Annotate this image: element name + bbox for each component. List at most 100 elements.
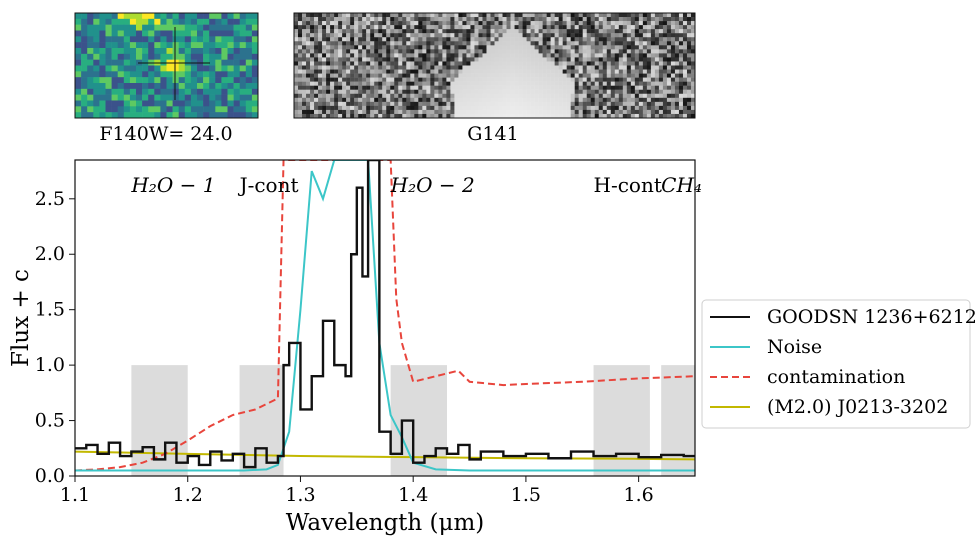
spectrum2d-pixel [450, 89, 455, 94]
spectrum2d-pixel [362, 109, 367, 115]
spectrum2d-pixel [674, 61, 680, 66]
spectrum2d-pixel [478, 85, 483, 90]
spectrum2d-pixel [350, 49, 355, 54]
spectrum2d-pixel [570, 77, 575, 82]
spectrum2d-pixel [654, 61, 660, 66]
spectrum2d-pixel [506, 101, 511, 107]
spectrum2d-pixel [618, 41, 624, 46]
spectrum2d-pixel [346, 85, 351, 90]
spectrum2d-pixel [522, 65, 527, 70]
thumbnail-pixel [209, 71, 216, 78]
spectrum2d-pixel [622, 33, 628, 38]
spectrum2d-pixel [470, 13, 475, 18]
spectrum2d-pixel [298, 101, 303, 107]
spectrum2d-pixel [682, 65, 688, 70]
spectrum2d-pixel [538, 109, 543, 115]
spectrum2d-pixel [334, 93, 339, 99]
spectrum2d-pixel [506, 29, 511, 34]
spectrum2d-pixel [534, 65, 539, 70]
spectrum2d-pixel [558, 81, 563, 86]
spectrum2d-pixel [430, 41, 435, 46]
spectrum2d-pixel [302, 81, 307, 86]
thumbnail-pixel [117, 53, 125, 60]
spectrum2d-pixel [526, 21, 531, 26]
spectrum2d-pixel [598, 109, 603, 115]
spectrum2d-pixel [570, 101, 575, 107]
spectrum2d-pixel [482, 17, 487, 22]
spectrum2d-pixel [458, 37, 463, 42]
band-label: CH₄ [661, 173, 702, 197]
spectrum2d-pixel [690, 45, 696, 50]
spectrum2d-pixel [546, 37, 551, 42]
spectrum2d-pixel [670, 101, 676, 107]
thumbnail-pixel [233, 71, 240, 78]
spectrum2d-pixel [578, 41, 583, 46]
spectrum2d-pixel [342, 89, 347, 94]
spectrum2d-pixel [654, 33, 660, 38]
spectrum2d-pixel [490, 73, 495, 78]
spectrum2d-pixel [594, 93, 599, 99]
thumbnail-pixel [129, 53, 137, 60]
spectrum2d-pixel [574, 89, 579, 94]
thumbnail-pixel [172, 53, 179, 60]
thumbnail-pixel [209, 65, 216, 72]
thumbnail-pixel [233, 106, 240, 113]
thumbnail-pixel [203, 30, 210, 37]
spectrum2d-pixel [522, 57, 527, 62]
spectrum2d-pixel [434, 113, 439, 119]
spectrum2d-pixel [390, 105, 395, 111]
thumbnail-pixel [129, 106, 137, 113]
thumbnail-pixel [142, 36, 149, 43]
thumbnail-pixel [87, 100, 94, 107]
spectrum2d-pixel [330, 25, 335, 30]
spectrum2d-pixel [422, 69, 427, 74]
spectrum2d-pixel [358, 85, 363, 90]
spectrum2d-pixel [686, 73, 692, 78]
spectrum2d-pixel [622, 17, 628, 22]
spectrum2d-pixel [438, 61, 443, 66]
spectrum2d-pixel [554, 13, 559, 18]
spectrum2d-pixel [638, 101, 644, 107]
spectrum2d-pixel [298, 97, 303, 103]
thumbnail-pixel [154, 48, 161, 55]
spectrum2d-pixel [626, 49, 632, 54]
spectrum2d-pixel [586, 25, 591, 30]
spectrum2d-pixel [478, 37, 483, 42]
spectrum2d-pixel [350, 13, 355, 18]
spectrum2d-pixel [530, 81, 535, 86]
spectrum2d-pixel [458, 25, 463, 30]
spectrum2d-pixel [518, 81, 523, 86]
spectrum2d-pixel [314, 109, 319, 115]
spectrum2d-pixel [538, 33, 543, 38]
spectrum2d-pixel [514, 25, 519, 30]
spectrum2d-pixel [314, 69, 319, 74]
thumbnail-pixel [184, 112, 192, 119]
thumbnail-pixel [251, 59, 259, 66]
spectrum2d-pixel [414, 37, 419, 42]
spectrum2d-pixel [462, 97, 467, 103]
spectrum2d-pixel [338, 65, 343, 70]
spectrum2d-pixel [634, 21, 640, 26]
spectrum2d-pixel [562, 13, 567, 18]
spectrum2d-pixel [310, 81, 315, 86]
spectrum2d-pixel [546, 97, 551, 103]
thumbnail-pixel [87, 24, 94, 31]
spectrum2d-pixel [398, 41, 403, 46]
spectrum2d-pixel [470, 101, 475, 107]
spectrum2d-pixel [294, 13, 299, 18]
thumbnail-pixel [172, 106, 179, 113]
spectrum2d-pixel [386, 33, 391, 38]
spectrum2d-pixel [490, 29, 495, 34]
thumbnail-pixel [93, 112, 100, 119]
thumbnail-pixel [190, 48, 198, 55]
spectrum2d-pixel [326, 77, 331, 82]
x-tick-label: 1.4 [398, 484, 428, 506]
spectrum2d-pixel [518, 113, 523, 119]
thumbnail-pixel [184, 53, 192, 60]
thumbnail-pixel [245, 94, 253, 101]
thumbnail-pixel [245, 13, 253, 20]
spectrum2d-pixel [338, 93, 343, 99]
spectrum2d-pixel [386, 49, 391, 54]
thumbnail-pixel [178, 106, 186, 113]
spectrum2d-pixel [614, 25, 620, 30]
